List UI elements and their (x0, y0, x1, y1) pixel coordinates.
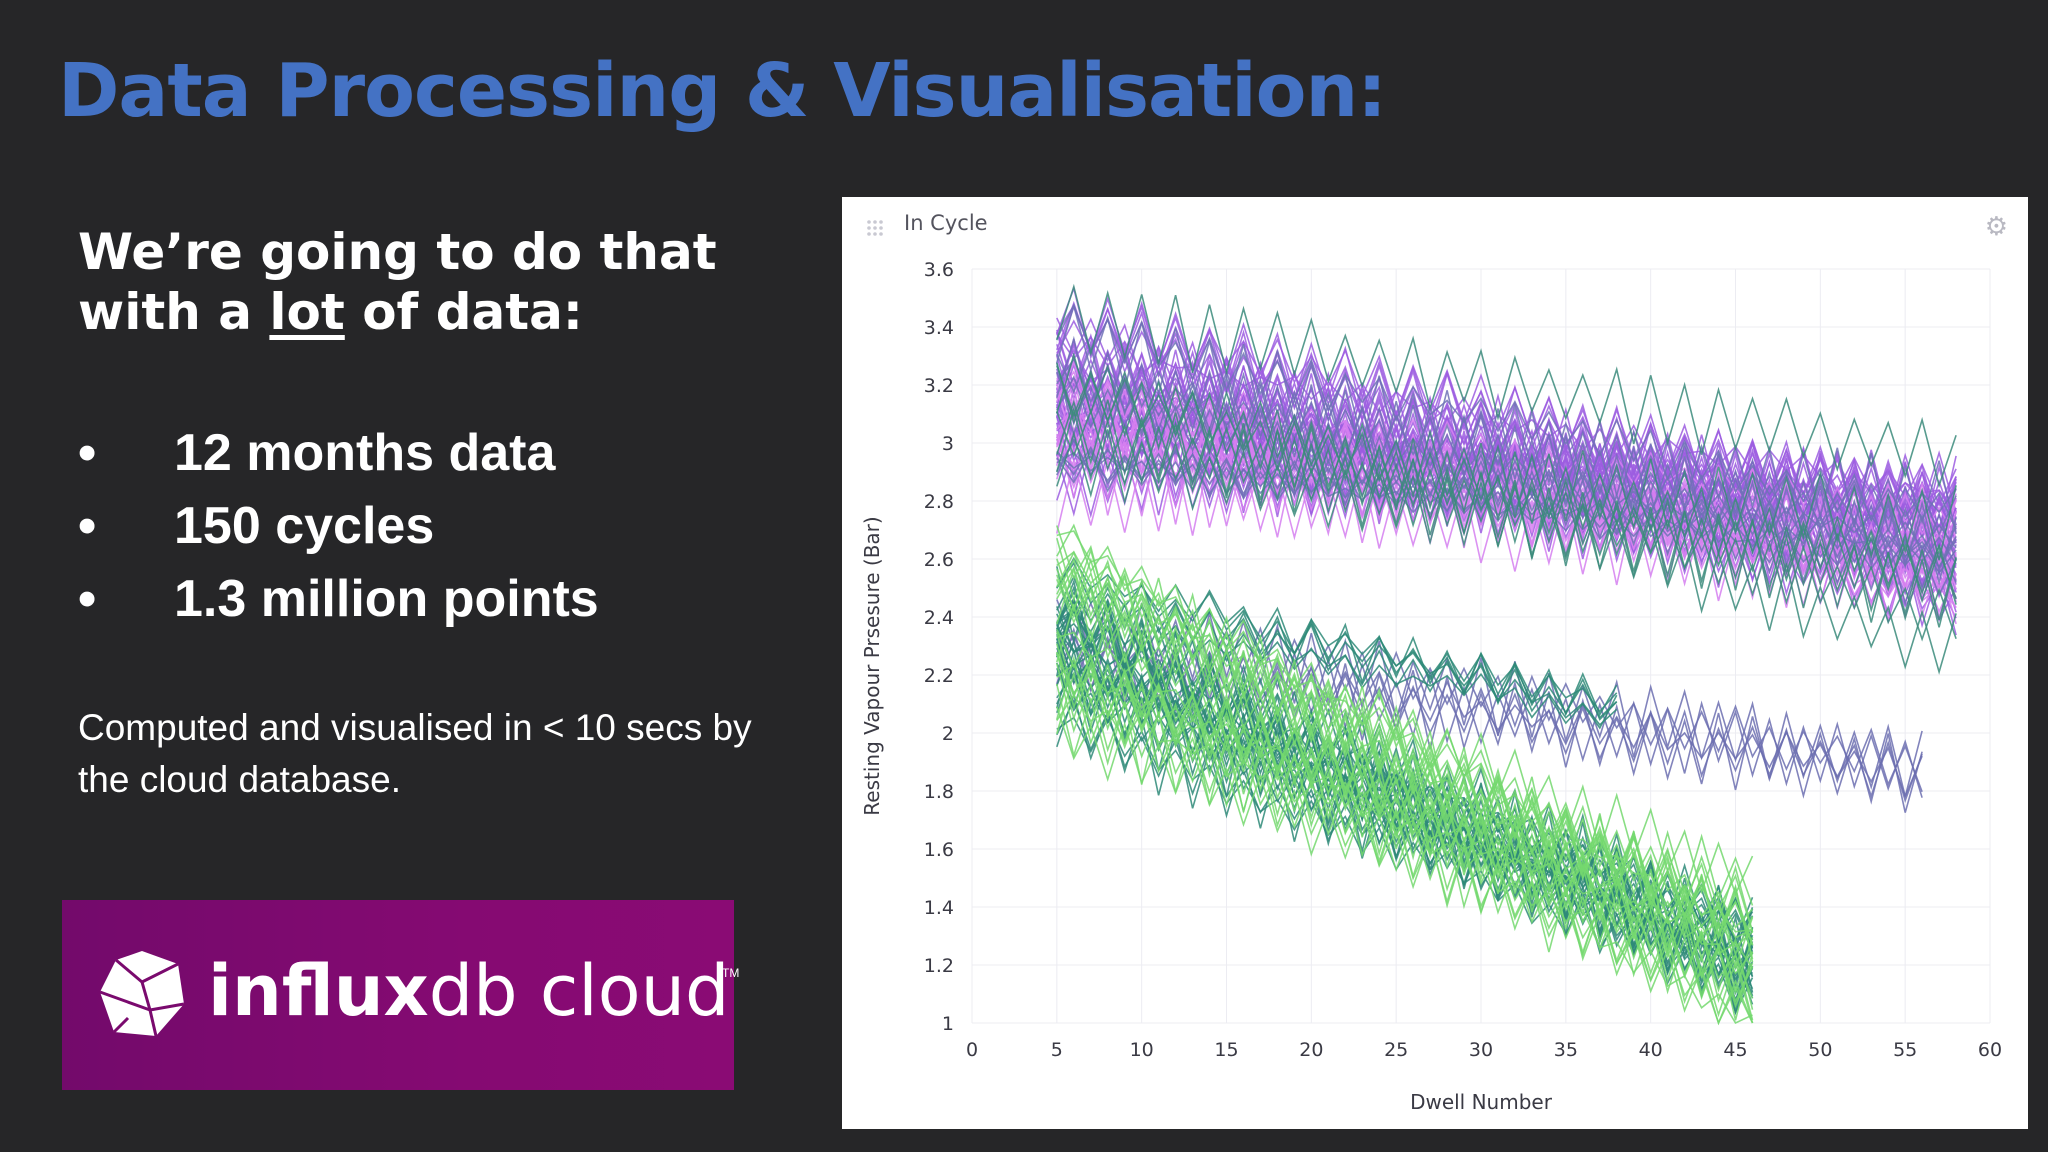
series-line (1056, 651, 1754, 906)
bullet-item: • 1.3 million points (78, 566, 599, 639)
series-line (1056, 550, 1754, 975)
intro-line-1: We’re going to do that (78, 223, 717, 281)
chart-panel: 0 5 10 15 20 25 30 35 40 45 50 55 60 1 1.2 1.4 1.6 1.8 2 2.… (842, 197, 2028, 1129)
series-line (1056, 530, 1753, 933)
series-line (1056, 568, 1754, 946)
y-tick-label: 2.6 (924, 549, 954, 571)
series-line (1056, 352, 1957, 675)
logo-wordmark-light: db cloud (428, 950, 730, 1032)
series-line (1056, 450, 1957, 551)
bullet-dot: • (78, 497, 97, 555)
series-line (1056, 361, 1957, 534)
influxdb-cloud-logo: influxdb cloud TM (62, 900, 739, 1090)
x-axis-label: Dwell Number (1410, 1090, 1553, 1114)
y-axis-label: Resting Vapour Prsesure (Bar) (860, 516, 884, 815)
y-tick-label: 3.6 (924, 259, 954, 281)
gear-icon[interactable]: ⚙ (1984, 211, 2008, 241)
x-tick-label: 60 (1978, 1039, 2002, 1061)
series-line (1056, 683, 1754, 960)
line-chart: 0 5 10 15 20 25 30 35 40 45 50 55 60 1 1.2 1.4 1.6 1.8 2 2.… (860, 259, 2002, 1114)
series-line (1056, 428, 1957, 625)
y-tick-label: 3.2 (924, 375, 954, 397)
bullet-item: • 12 months data (78, 420, 599, 493)
x-tick-label: 5 (1051, 1039, 1063, 1061)
intro-line-2-post: of data: (344, 283, 583, 341)
series-line (1056, 652, 1754, 933)
y-tick-label: 2.2 (924, 665, 954, 687)
y-tick-label: 2.8 (924, 491, 954, 513)
y-tick-label: 2 (942, 723, 954, 745)
y-tick-label: 3 (942, 433, 954, 455)
y-tick-label: 1.6 (924, 839, 954, 861)
x-tick-label: 45 (1723, 1039, 1747, 1061)
chart-title: In Cycle (904, 211, 988, 235)
x-tick-label: 55 (1893, 1039, 1917, 1061)
series-line (1056, 653, 1754, 969)
x-tick-label: 35 (1554, 1039, 1578, 1061)
series-line (1056, 344, 1957, 561)
series-line (1056, 706, 1754, 1010)
intro-emphasis: lot (269, 283, 345, 341)
bullet-text: 1.3 million points (174, 570, 599, 628)
x-tick-label: 15 (1214, 1039, 1238, 1061)
series-line (1056, 566, 1754, 996)
y-tick-label: 1.8 (924, 781, 954, 803)
series-line (1056, 303, 1957, 537)
intro-line-2-pre: with a (78, 283, 270, 341)
drag-handle-icon[interactable] (866, 219, 884, 237)
y-tick-label: 1.2 (924, 955, 954, 977)
x-tick-label: 25 (1384, 1039, 1408, 1061)
series-line (1056, 362, 1957, 605)
x-tick-label: 0 (966, 1039, 978, 1061)
series-line (1056, 399, 1957, 628)
logo-wordmark: influxdb cloud (208, 950, 729, 1032)
trademark-mark: TM (722, 966, 740, 980)
influxdb-cube-icon (99, 951, 185, 1037)
bullet-list: • 12 months data • 150 cycles • 1.3 million… (78, 420, 599, 639)
series-line (1056, 449, 1957, 530)
intro-line-2: with a lot of data: (78, 282, 717, 342)
series-line (1056, 365, 1957, 642)
series-line (1056, 523, 1754, 929)
bullet-dot: • (78, 424, 97, 482)
bullet-item: • 150 cycles (78, 493, 599, 566)
x-tick-label: 50 (1808, 1039, 1832, 1061)
intro-text: We’re going to do that with a lot of dat… (78, 222, 717, 342)
x-tick-label: 20 (1299, 1039, 1323, 1061)
series-line (1056, 561, 1618, 721)
series-line (1056, 333, 1957, 513)
x-tick-label: 30 (1469, 1039, 1493, 1061)
slide-title: Data Processing & Visualisation: (58, 48, 1387, 134)
series-line (1056, 296, 1957, 530)
x-tick-label: 10 (1130, 1039, 1154, 1061)
computed-note: Computed and visualised in < 10 secs by … (78, 707, 752, 800)
x-tick-label: 40 (1639, 1039, 1663, 1061)
y-tick-label: 3.4 (924, 317, 954, 339)
series-line (1056, 283, 1957, 489)
y-tick-label: 1.4 (924, 897, 954, 919)
bullet-text: 150 cycles (174, 497, 435, 555)
series-line (1056, 557, 1754, 957)
bullet-dot: • (78, 570, 97, 628)
logo-wordmark-bold: influx (208, 950, 429, 1032)
series-line (1056, 663, 1754, 1024)
bullet-text: 12 months data (174, 424, 556, 482)
y-tick-label: 2.4 (924, 607, 954, 629)
y-tick-label: 1 (942, 1013, 954, 1035)
